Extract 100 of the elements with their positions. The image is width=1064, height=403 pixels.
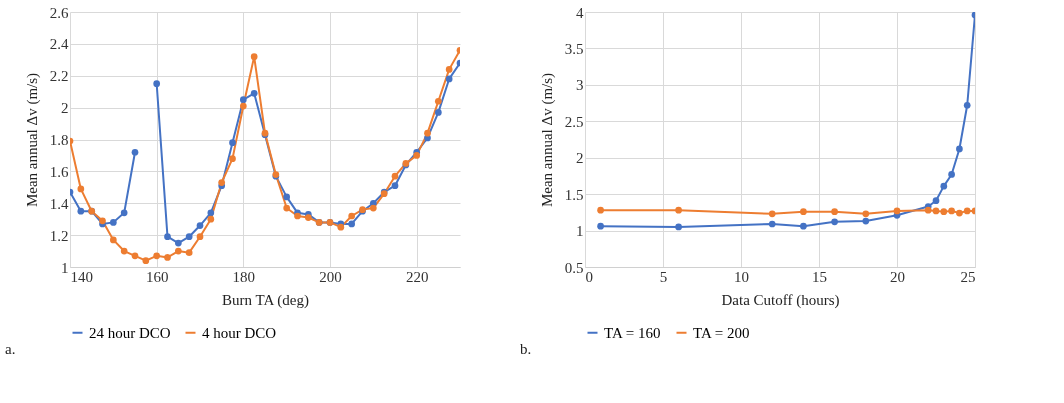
point (218, 179, 226, 186)
point (831, 208, 838, 215)
point (831, 218, 838, 226)
y-tick-label: 1.5 (564, 186, 584, 203)
point (185, 249, 193, 256)
y-tick-label: 2 (61, 100, 69, 117)
x-tick-label: 15 (812, 268, 827, 285)
point (77, 185, 85, 193)
point (174, 247, 182, 255)
x-axis-title: Data Cutoff (hours) (721, 291, 840, 309)
point (196, 222, 204, 229)
point (800, 222, 807, 230)
point (445, 75, 453, 83)
point (239, 96, 247, 103)
y-tick-label: 1 (61, 259, 69, 276)
point (207, 209, 215, 217)
point (932, 197, 940, 205)
x-tick-label: 160 (145, 268, 169, 285)
point (963, 101, 971, 109)
point (597, 222, 604, 230)
y-tick-label: 4 (576, 4, 584, 21)
y-tick-label: 1.6 (49, 163, 69, 180)
y-tick-label: 1 (576, 223, 584, 240)
point (948, 207, 955, 215)
x-tick-label: 0 (585, 268, 593, 285)
point (109, 219, 117, 226)
y-tick-label: 2.6 (49, 4, 69, 21)
point (924, 206, 932, 214)
point (164, 254, 171, 261)
text: b. (520, 341, 532, 357)
point (948, 171, 955, 178)
y-axis-title: Mean annual Δv (m/s) (23, 72, 41, 208)
y-tick-label: 3.5 (564, 40, 584, 57)
x-tick-label: 140 (70, 268, 93, 285)
y-axis-title: Mean annual Δv (m/s) (538, 72, 556, 208)
point (120, 247, 128, 255)
point (239, 102, 247, 110)
legend-label: 4 hour DCO (202, 324, 277, 341)
point (77, 207, 85, 215)
point (185, 233, 193, 241)
text: a. (5, 341, 16, 357)
point (893, 207, 901, 215)
point (862, 217, 870, 225)
y-tick-label: 1.2 (49, 227, 69, 244)
point (963, 207, 971, 215)
point (597, 206, 604, 214)
point (391, 182, 399, 190)
legend-label: 24 hour DCO (89, 324, 171, 341)
point (956, 145, 963, 153)
x-tick-label: 10 (734, 268, 749, 285)
y-tick-label: 3 (576, 77, 584, 94)
point (109, 236, 117, 244)
point (207, 215, 215, 223)
point (424, 129, 431, 137)
point (283, 204, 291, 212)
legend-label: TA = 200 (693, 324, 750, 341)
point (153, 252, 161, 260)
point (369, 204, 377, 212)
y-tick-label: 0.5 (564, 259, 584, 276)
x-tick-label: 20 (890, 268, 905, 285)
point (283, 193, 291, 201)
point (120, 209, 128, 217)
point (413, 152, 421, 159)
x-tick-label: 220 (405, 268, 429, 285)
point (800, 208, 807, 215)
point (229, 155, 236, 162)
point (675, 223, 682, 231)
legend-label: TA = 160 (604, 324, 661, 341)
x-tick-label: 25 (960, 268, 976, 285)
y-tick-label: 1.8 (49, 132, 69, 148)
point (174, 239, 182, 247)
point (932, 207, 940, 215)
y-tick-label: 2.4 (49, 36, 69, 53)
point (250, 53, 258, 60)
point (445, 66, 453, 73)
point (250, 89, 258, 97)
point (348, 220, 356, 228)
point (229, 139, 236, 147)
point (940, 182, 948, 190)
y-tick-label: 2.2 (49, 68, 69, 85)
x-axis-title: Burn TA (deg) (222, 291, 309, 309)
y-tick-label: 2.5 (564, 113, 584, 130)
point (940, 208, 948, 215)
point (675, 206, 682, 214)
point (391, 172, 399, 180)
point (768, 210, 776, 218)
point (142, 257, 150, 264)
point (131, 252, 139, 260)
x-tick-label: 5 (659, 268, 668, 285)
point (196, 233, 204, 241)
y-tick-label: 2 (576, 150, 584, 167)
point (956, 209, 963, 217)
point (768, 220, 776, 228)
y-tick-label: 1.4 (49, 195, 69, 212)
x-tick-label: 180 (232, 268, 256, 285)
point (862, 210, 870, 218)
point (153, 80, 161, 88)
point (131, 148, 139, 156)
point (348, 212, 356, 220)
point (434, 97, 442, 105)
